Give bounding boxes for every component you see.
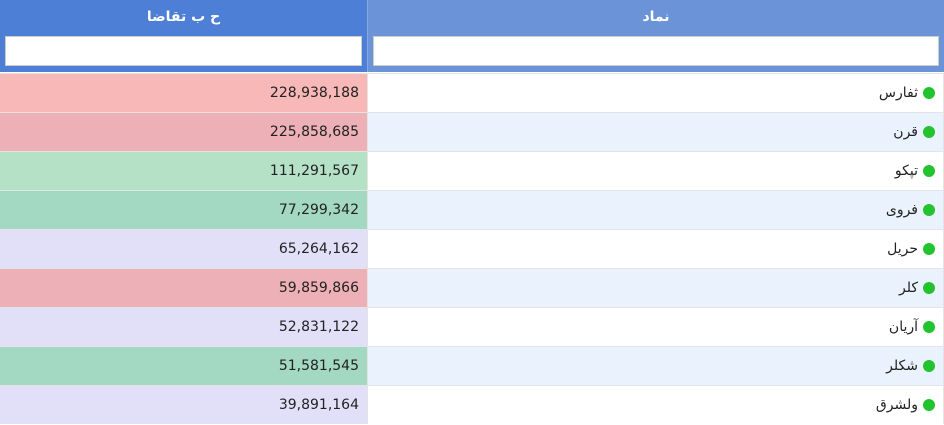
symbol-label: فروی	[885, 202, 918, 218]
symbol-cell[interactable]: شکلر	[368, 347, 944, 385]
symbol-label: ولشرق	[875, 397, 918, 413]
status-dot-icon	[923, 165, 935, 177]
column-title: نماد	[642, 9, 670, 25]
table-row[interactable]: 228,938,188 ثفارس	[0, 73, 944, 112]
demand-cell: 77,299,342	[0, 191, 368, 229]
status-dot-icon	[923, 360, 935, 372]
status-dot-icon	[923, 243, 935, 255]
demand-cell: 111,291,567	[0, 152, 368, 190]
symbol-label: شکلر	[886, 358, 918, 374]
column-title: ح ب تقاضا	[146, 9, 221, 25]
symbol-cell[interactable]: فروی	[368, 191, 944, 229]
table-row[interactable]: 52,831,122 آریان	[0, 307, 944, 346]
column-header-symbol[interactable]: نماد	[368, 0, 944, 72]
status-dot-icon	[923, 204, 935, 216]
symbol-filter-input[interactable]	[373, 36, 939, 66]
grid-header: ح ب تقاضا نماد	[0, 0, 944, 72]
table-row[interactable]: 225,858,685 قرن	[0, 112, 944, 151]
symbol-label: کلر	[898, 280, 918, 296]
symbol-cell[interactable]: ثفارس	[368, 74, 944, 112]
demand-cell: 39,891,164	[0, 386, 368, 424]
symbol-cell[interactable]: قرن	[368, 113, 944, 151]
symbol-label: آریان	[888, 319, 918, 335]
grid-body: 228,938,188 ثفارس 225,858,685 قرن 111,291,…	[0, 73, 944, 424]
symbol-cell[interactable]: آریان	[368, 308, 944, 346]
symbol-cell[interactable]: کلر	[368, 269, 944, 307]
symbol-cell[interactable]: ولشرق	[368, 386, 944, 424]
symbol-label: ثفارس	[878, 85, 918, 101]
table-row[interactable]: 111,291,567 تپکو	[0, 151, 944, 190]
demand-cell: 65,264,162	[0, 230, 368, 268]
status-dot-icon	[923, 126, 935, 138]
demand-cell: 59,859,866	[0, 269, 368, 307]
status-dot-icon	[923, 87, 935, 99]
symbol-label: حریل	[887, 241, 918, 257]
demand-filter-input[interactable]	[5, 36, 362, 66]
symbol-cell[interactable]: حریل	[368, 230, 944, 268]
table-row[interactable]: 51,581,545 شکلر	[0, 346, 944, 385]
demand-cell: 51,581,545	[0, 347, 368, 385]
symbol-cell[interactable]: تپکو	[368, 152, 944, 190]
demand-cell: 225,858,685	[0, 113, 368, 151]
table-row[interactable]: 39,891,164 ولشرق	[0, 385, 944, 424]
column-header-demand[interactable]: ح ب تقاضا	[0, 0, 368, 72]
table-row[interactable]: 59,859,866 کلر	[0, 268, 944, 307]
status-dot-icon	[923, 399, 935, 411]
status-dot-icon	[923, 321, 935, 333]
table-row[interactable]: 65,264,162 حریل	[0, 229, 944, 268]
table-row[interactable]: 77,299,342 فروی	[0, 190, 944, 229]
demand-cell: 52,831,122	[0, 308, 368, 346]
symbol-label: قرن	[893, 124, 918, 140]
demand-cell: 228,938,188	[0, 74, 368, 112]
symbol-label: تپکو	[894, 163, 918, 179]
status-dot-icon	[923, 282, 935, 294]
